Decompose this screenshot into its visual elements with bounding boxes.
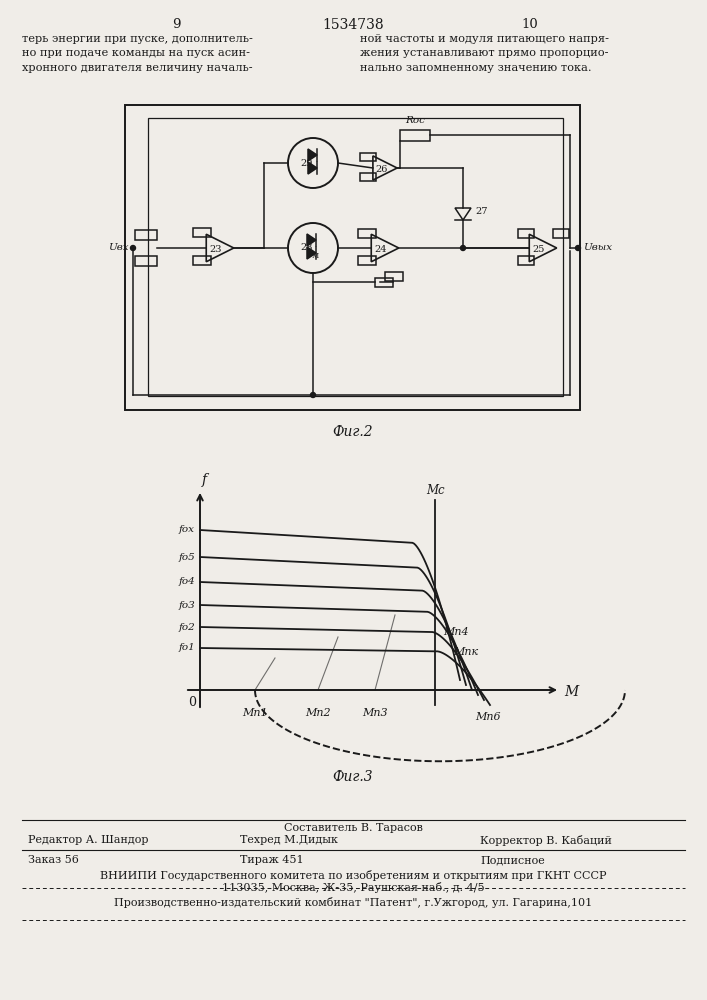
Circle shape xyxy=(131,245,136,250)
Polygon shape xyxy=(307,234,316,246)
Text: терь энергии при пуске, дополнитель-
но при подаче команды на пуск асин-
хронног: терь энергии при пуске, дополнитель- но … xyxy=(22,34,253,73)
Text: fo3: fo3 xyxy=(178,600,195,609)
Text: f: f xyxy=(202,473,207,487)
Text: 24: 24 xyxy=(375,244,387,253)
Bar xyxy=(360,153,376,161)
Text: fo4: fo4 xyxy=(178,578,195,586)
Circle shape xyxy=(575,245,580,250)
Text: Roc: Roc xyxy=(405,116,425,125)
Text: Мпк: Мпк xyxy=(453,647,478,657)
Polygon shape xyxy=(308,162,317,174)
Bar xyxy=(358,229,376,238)
Text: 23: 23 xyxy=(210,244,222,253)
Text: ной частоты и модуля питающего напря-
жения устанавливают прямо пропорцио-
нальн: ной частоты и модуля питающего напря- же… xyxy=(360,34,609,73)
Text: fo1: fo1 xyxy=(178,644,195,652)
Text: Составитель В. Тарасов: Составитель В. Тарасов xyxy=(284,823,423,833)
Text: Корректор В. Кабаций: Корректор В. Кабаций xyxy=(480,835,612,846)
Bar xyxy=(125,105,580,410)
Text: Мп4: Мп4 xyxy=(443,627,469,637)
Text: fo2: fo2 xyxy=(178,622,195,632)
Polygon shape xyxy=(308,149,317,161)
Text: Фиг.2: Фиг.2 xyxy=(333,425,373,439)
Text: fox: fox xyxy=(179,526,195,534)
Text: Техред М.Дидык: Техред М.Дидык xyxy=(240,835,338,845)
Circle shape xyxy=(310,392,315,397)
Text: Мп3: Мп3 xyxy=(362,708,388,718)
Text: Мп6: Мп6 xyxy=(475,712,501,722)
Bar xyxy=(385,272,403,281)
Bar xyxy=(518,229,534,238)
Polygon shape xyxy=(307,247,316,259)
Text: 25: 25 xyxy=(533,244,545,253)
Text: 9: 9 xyxy=(172,18,180,31)
Text: 113035, Москва, Ж-35, Раушская наб., д. 4/5: 113035, Москва, Ж-35, Раушская наб., д. … xyxy=(222,882,484,893)
Bar xyxy=(375,278,393,287)
Text: 26: 26 xyxy=(376,164,388,174)
Text: ВНИИПИ Государственного комитета по изобретениям и открытиям при ГКНТ СССР: ВНИИПИ Государственного комитета по изоб… xyxy=(100,870,606,881)
Bar xyxy=(360,173,376,181)
Text: fo5: fo5 xyxy=(178,552,195,562)
Bar xyxy=(358,256,376,265)
Text: 27: 27 xyxy=(475,207,488,216)
Text: M: M xyxy=(312,252,319,260)
Text: Мп2: Мп2 xyxy=(305,708,331,718)
Text: Uвых: Uвых xyxy=(583,243,612,252)
Text: Производственно-издательский комбинат "Патент", г.Ужгород, ул. Гагарина,101: Производственно-издательский комбинат "П… xyxy=(114,897,592,908)
Bar xyxy=(135,256,157,266)
Text: Mc: Mc xyxy=(426,484,444,497)
Bar xyxy=(518,256,534,265)
Text: 29: 29 xyxy=(300,158,313,167)
Text: Мп1: Мп1 xyxy=(243,708,268,718)
Text: Фиг.3: Фиг.3 xyxy=(333,770,373,784)
Text: 28: 28 xyxy=(300,243,313,252)
Text: Uвх: Uвх xyxy=(108,243,129,252)
Bar xyxy=(193,228,211,237)
Bar xyxy=(148,118,563,396)
Text: Тираж 451: Тираж 451 xyxy=(240,855,303,865)
Text: Заказ 56: Заказ 56 xyxy=(28,855,79,865)
Bar xyxy=(400,130,430,141)
Text: Подписное: Подписное xyxy=(480,855,545,865)
Text: 0: 0 xyxy=(188,696,196,709)
Circle shape xyxy=(460,245,465,250)
Bar xyxy=(193,256,211,265)
Bar xyxy=(135,230,157,240)
Text: Редактор А. Шандор: Редактор А. Шандор xyxy=(28,835,148,845)
Text: M: M xyxy=(564,685,578,699)
Bar xyxy=(553,229,569,238)
Text: 10: 10 xyxy=(522,18,538,31)
Text: 1534738: 1534738 xyxy=(322,18,384,32)
